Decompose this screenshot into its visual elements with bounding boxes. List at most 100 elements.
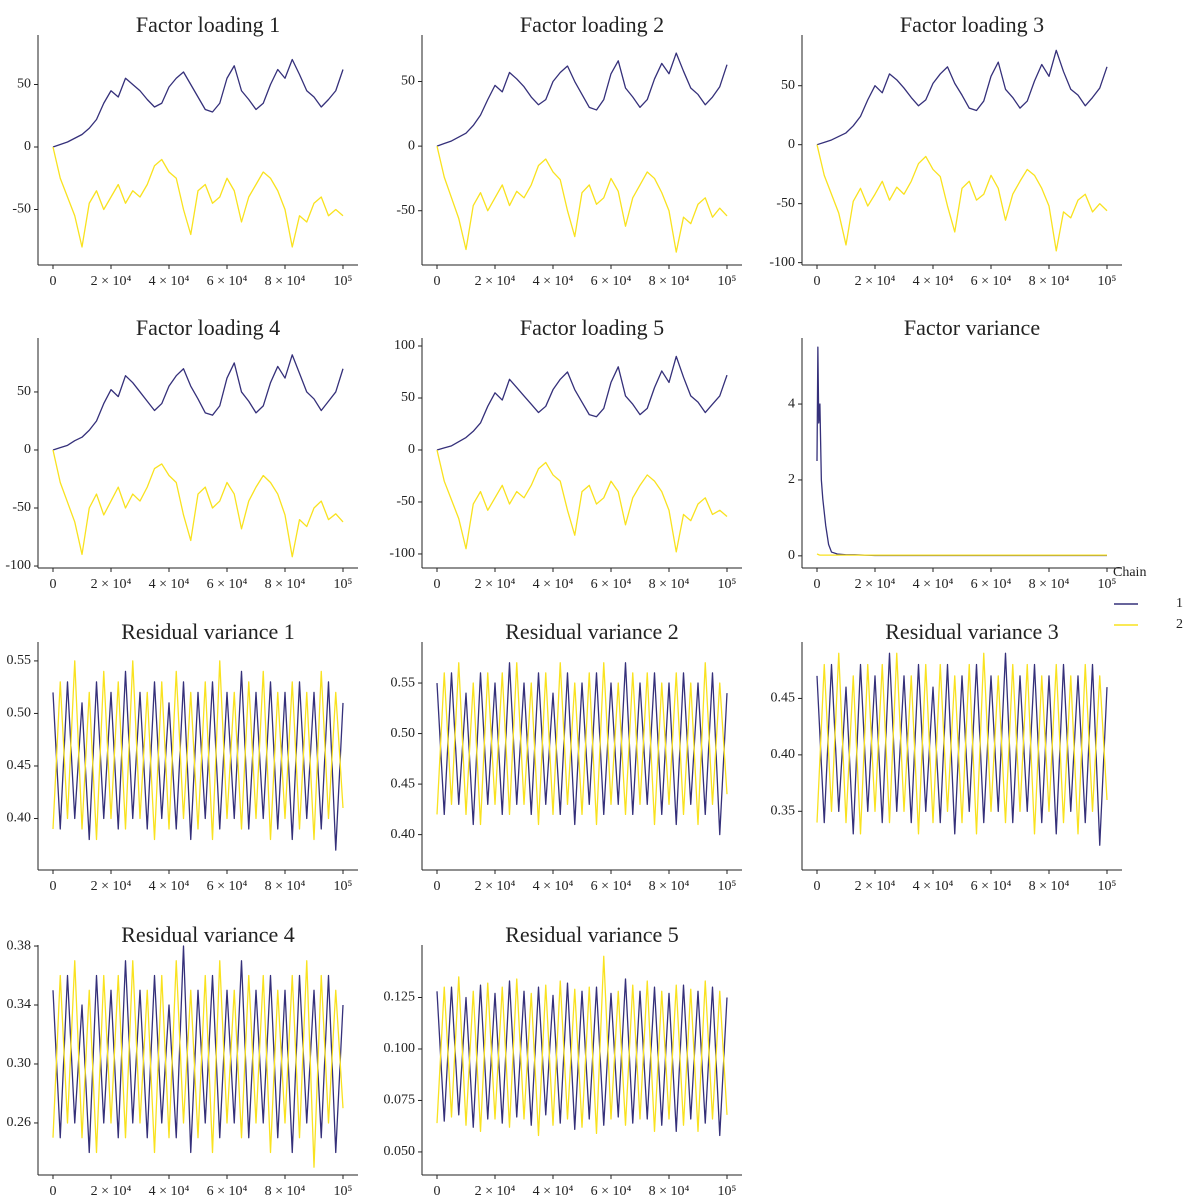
y-tick-label: -50 xyxy=(12,500,31,515)
x-tick-label: 10⁵ xyxy=(718,879,737,894)
x-tick-label: 10⁵ xyxy=(334,577,353,592)
panel-title: Residual variance 3 xyxy=(885,619,1059,644)
y-tick-label: 0.45 xyxy=(771,691,796,706)
trace-line xyxy=(436,662,728,836)
x-tick-label: 2 × 10⁴ xyxy=(475,274,516,289)
x-tick-label: 4 × 10⁴ xyxy=(533,1184,574,1199)
x-tick-label: 0 xyxy=(814,879,821,894)
x-tick-label: 2 × 10⁴ xyxy=(855,577,896,592)
y-tick-label: 0.26 xyxy=(7,1115,32,1130)
x-tick-label: 0 xyxy=(434,1184,441,1199)
y-tick-label: 0 xyxy=(408,442,415,457)
x-tick-label: 6 × 10⁴ xyxy=(971,274,1012,289)
x-tick-label: 0 xyxy=(50,1184,57,1199)
trace-line xyxy=(816,346,1107,557)
x-tick-label: 10⁵ xyxy=(1098,879,1117,894)
y-tick-label: 0.40 xyxy=(391,827,416,842)
x-tick-label: 10⁵ xyxy=(334,1184,353,1199)
x-tick-label: 10⁵ xyxy=(718,577,737,592)
panel-title: Factor loading 5 xyxy=(520,315,664,340)
y-tick-label: 0.35 xyxy=(771,804,796,819)
y-tick-label: 50 xyxy=(401,74,415,89)
y-tick-label: 0.55 xyxy=(391,675,416,690)
x-tick-label: 8 × 10⁴ xyxy=(1029,577,1070,592)
legend-label: 1 xyxy=(1176,596,1183,611)
x-tick-label: 0 xyxy=(434,577,441,592)
trace-line xyxy=(436,662,728,826)
x-tick-label: 8 × 10⁴ xyxy=(265,1184,306,1199)
panel-title: Residual variance 5 xyxy=(505,922,679,947)
x-tick-label: 4 × 10⁴ xyxy=(533,577,574,592)
panel: Residual variance 5 0.050 0.075 0.100 0.125 0… xyxy=(384,922,742,1199)
panel-title: Factor loading 2 xyxy=(520,12,664,37)
x-tick-label: 4 × 10⁴ xyxy=(913,577,954,592)
panel: Residual variance 3 0.35 0.40 0.45 0 2 × 10⁴ 4… xyxy=(771,619,1122,894)
x-tick-label: 6 × 10⁴ xyxy=(971,577,1012,592)
y-tick-label: 0.050 xyxy=(384,1144,416,1159)
trace-line xyxy=(436,955,728,1137)
panel: Factor loading 2 -50 0 50 0 2 × 10⁴ 4 × 10⁴ 6 ×… xyxy=(396,12,742,289)
y-tick-label: -50 xyxy=(396,494,415,509)
trace-line xyxy=(52,58,344,148)
trace-line xyxy=(436,52,728,147)
x-tick-label: 10⁵ xyxy=(1098,274,1117,289)
panel: Residual variance 1 0.40 0.45 0.50 0.55 0 2 × … xyxy=(7,619,358,894)
y-tick-label: 0 xyxy=(24,139,31,154)
y-tick-label: -100 xyxy=(769,255,795,270)
x-tick-label: 2 × 10⁴ xyxy=(91,274,132,289)
y-tick-label: -50 xyxy=(396,203,415,218)
trace-line xyxy=(52,354,344,451)
x-tick-label: 4 × 10⁴ xyxy=(149,1184,190,1199)
x-tick-label: 6 × 10⁴ xyxy=(207,274,248,289)
y-tick-label: -50 xyxy=(12,202,31,217)
y-tick-label: 0.50 xyxy=(391,726,416,741)
y-tick-label: 100 xyxy=(394,338,415,353)
x-tick-label: 2 × 10⁴ xyxy=(91,879,132,894)
x-tick-label: 8 × 10⁴ xyxy=(649,274,690,289)
trace-line xyxy=(816,652,1108,835)
x-tick-label: 6 × 10⁴ xyxy=(591,879,632,894)
x-tick-label: 6 × 10⁴ xyxy=(207,577,248,592)
x-tick-label: 2 × 10⁴ xyxy=(91,577,132,592)
y-tick-label: 0.34 xyxy=(7,997,32,1012)
panel: Factor loading 5 -100 -50 0 50 100 0 2 × 10⁴ 4 ×… xyxy=(389,315,742,592)
panel-title: Residual variance 1 xyxy=(121,619,295,644)
panel: Factor loading 4 -100 -50 0 50 0 2 × 10⁴ 4 × 10… xyxy=(5,315,358,592)
x-tick-label: 0 xyxy=(434,879,441,894)
x-tick-label: 6 × 10⁴ xyxy=(591,274,632,289)
x-tick-label: 6 × 10⁴ xyxy=(207,879,248,894)
panel-title: Residual variance 4 xyxy=(121,922,295,947)
y-tick-label: 4 xyxy=(788,396,795,411)
legend-label: 2 xyxy=(1176,617,1183,632)
x-tick-label: 0 xyxy=(434,274,441,289)
trace-line xyxy=(52,449,344,558)
x-tick-label: 6 × 10⁴ xyxy=(591,1184,632,1199)
trace-line xyxy=(816,49,1108,146)
panel: Factor loading 1 -50 0 50 0 2 × 10⁴ 4 × 10⁴ 6 ×… xyxy=(12,12,358,289)
trace-line xyxy=(816,553,1107,556)
x-tick-label: 4 × 10⁴ xyxy=(913,879,954,894)
x-tick-label: 4 × 10⁴ xyxy=(149,879,190,894)
x-tick-label: 8 × 10⁴ xyxy=(265,879,306,894)
trace-line xyxy=(436,145,728,253)
y-tick-label: 0.30 xyxy=(7,1056,32,1071)
x-tick-label: 8 × 10⁴ xyxy=(265,274,306,289)
x-tick-label: 8 × 10⁴ xyxy=(649,577,690,592)
y-tick-label: 2 xyxy=(788,472,795,487)
y-tick-label: 0 xyxy=(788,548,795,563)
trace-line xyxy=(52,660,344,841)
trace-line xyxy=(52,945,344,1154)
x-tick-label: 10⁵ xyxy=(334,274,353,289)
panel-title: Factor loading 4 xyxy=(136,315,280,340)
x-tick-label: 2 × 10⁴ xyxy=(475,879,516,894)
trace-line xyxy=(436,978,728,1137)
x-tick-label: 4 × 10⁴ xyxy=(149,274,190,289)
panel-title: Factor variance xyxy=(904,315,1040,340)
x-tick-label: 10⁵ xyxy=(718,1184,737,1199)
trace-line xyxy=(52,146,344,248)
panel: Residual variance 2 0.40 0.45 0.50 0.55 0 2 × … xyxy=(391,619,742,894)
panel-title: Factor loading 1 xyxy=(136,12,280,37)
y-tick-label: 0.125 xyxy=(384,990,416,1005)
x-tick-label: 0 xyxy=(814,577,821,592)
